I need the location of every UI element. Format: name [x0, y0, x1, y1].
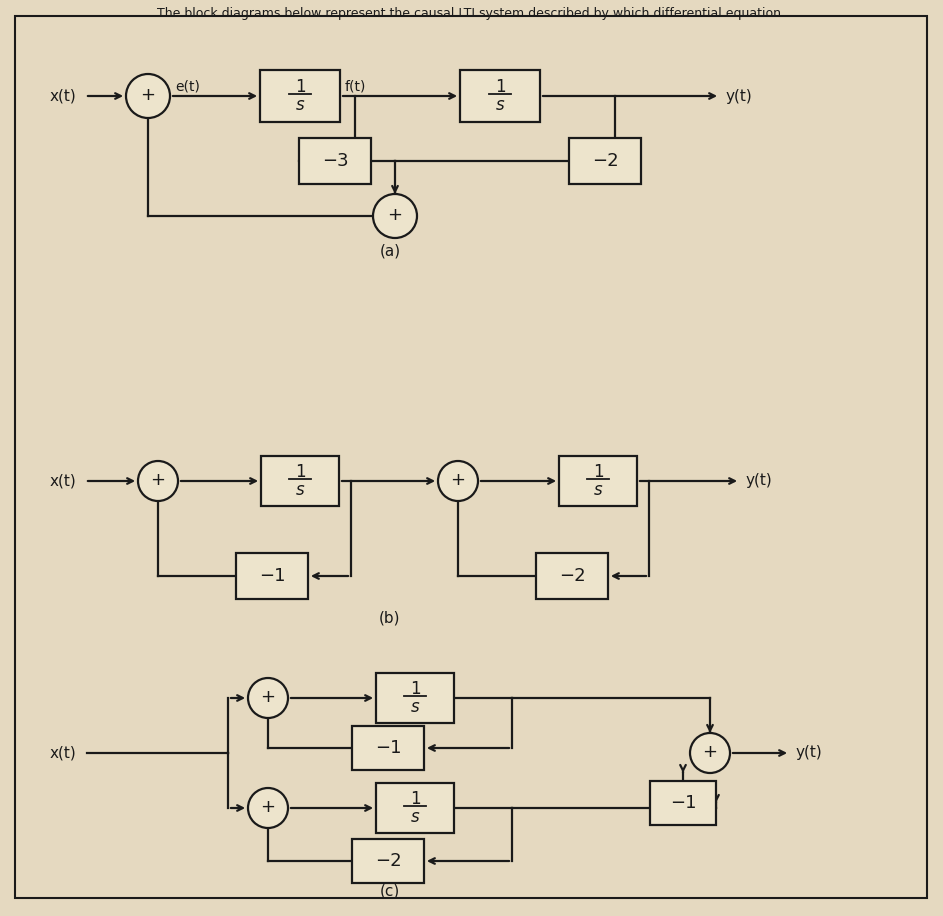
- Text: 1: 1: [295, 78, 306, 96]
- Text: +: +: [141, 86, 156, 104]
- Text: 1: 1: [295, 463, 306, 481]
- Bar: [260, 70, 340, 122]
- Text: +: +: [703, 743, 718, 761]
- Text: e(t): e(t): [175, 79, 200, 93]
- Bar: [650, 781, 716, 825]
- Text: (b): (b): [379, 610, 401, 626]
- Circle shape: [373, 194, 417, 238]
- Bar: [376, 673, 454, 723]
- Text: 1: 1: [495, 78, 505, 96]
- Bar: [460, 70, 540, 122]
- Bar: [352, 726, 424, 770]
- Text: y(t): y(t): [725, 89, 752, 104]
- Circle shape: [248, 788, 288, 828]
- Bar: [299, 138, 371, 184]
- Text: s: s: [296, 96, 305, 114]
- Text: s: s: [496, 96, 505, 114]
- Text: −3: −3: [322, 152, 348, 170]
- Text: +: +: [151, 471, 166, 489]
- Circle shape: [690, 733, 730, 773]
- Text: s: s: [594, 481, 603, 499]
- Bar: [236, 553, 308, 599]
- Text: y(t): y(t): [795, 746, 821, 760]
- Circle shape: [248, 678, 288, 718]
- Bar: [559, 456, 637, 506]
- Bar: [261, 456, 339, 506]
- Circle shape: [126, 74, 170, 118]
- Text: −1: −1: [258, 567, 285, 585]
- Circle shape: [438, 461, 478, 501]
- Bar: [569, 138, 641, 184]
- Text: −2: −2: [591, 152, 619, 170]
- Text: s: s: [411, 808, 420, 826]
- Text: +: +: [260, 798, 275, 816]
- Bar: [376, 783, 454, 833]
- Text: y(t): y(t): [745, 474, 771, 488]
- Text: +: +: [451, 471, 466, 489]
- Text: x(t): x(t): [50, 746, 76, 760]
- Text: s: s: [296, 481, 305, 499]
- Bar: [536, 553, 608, 599]
- Text: f(t): f(t): [345, 79, 367, 93]
- Text: x(t): x(t): [50, 89, 76, 104]
- Bar: [352, 839, 424, 883]
- Circle shape: [138, 461, 178, 501]
- Text: x(t): x(t): [50, 474, 76, 488]
- Text: −1: −1: [374, 739, 402, 757]
- Text: 1: 1: [409, 790, 421, 808]
- Text: (a): (a): [379, 244, 401, 258]
- Text: 1: 1: [409, 680, 421, 698]
- Text: −2: −2: [558, 567, 586, 585]
- Text: The block diagrams below represent the causal LTI system described by which diff: The block diagrams below represent the c…: [157, 7, 785, 20]
- Text: s: s: [411, 698, 420, 716]
- Text: +: +: [388, 206, 403, 224]
- Text: −1: −1: [670, 794, 696, 812]
- Text: +: +: [260, 688, 275, 706]
- Text: 1: 1: [593, 463, 604, 481]
- Text: (c): (c): [380, 884, 400, 899]
- Text: −2: −2: [374, 852, 402, 870]
